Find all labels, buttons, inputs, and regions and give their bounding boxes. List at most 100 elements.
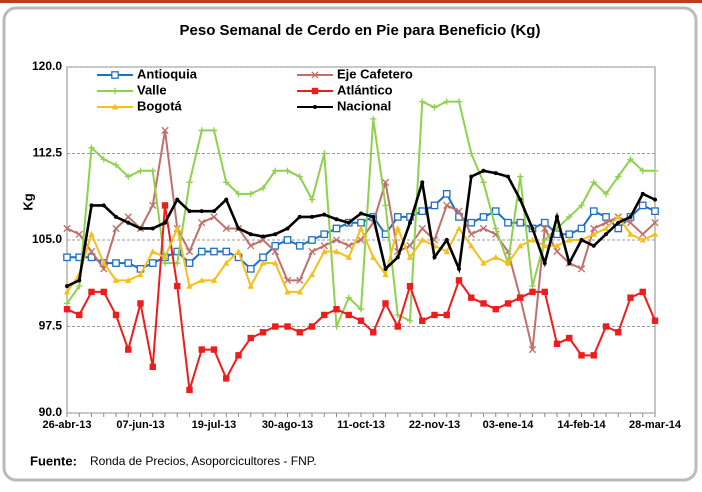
marker: [468, 150, 475, 157]
marker: [185, 247, 194, 256]
marker: [529, 236, 536, 243]
marker: [357, 306, 365, 313]
marker: [566, 213, 573, 221]
marker: [443, 248, 450, 255]
marker: [553, 242, 561, 249]
marker: [308, 247, 316, 256]
marker: [247, 282, 254, 289]
marker: [272, 167, 279, 174]
legend-label: Atlántico: [337, 82, 393, 97]
marker: [137, 271, 144, 278]
marker: [626, 219, 635, 227]
marker: [198, 219, 206, 227]
x-tick-label: 07-jun-13: [116, 419, 164, 431]
x-tick-label: 28-mar-14: [629, 419, 682, 431]
marker: [371, 214, 376, 219]
marker: [442, 190, 451, 198]
y-tick-label: 90.0: [39, 405, 63, 419]
marker: [602, 213, 610, 221]
marker: [111, 87, 119, 95]
marker: [579, 238, 584, 242]
marker: [492, 306, 499, 313]
marker: [63, 224, 71, 233]
marker: [565, 230, 574, 239]
marker: [529, 288, 536, 296]
marker: [444, 238, 449, 242]
marker: [111, 71, 119, 79]
series: [63, 213, 659, 295]
marker: [236, 226, 241, 231]
marker: [284, 323, 291, 330]
marker: [615, 329, 622, 336]
marker: [383, 266, 388, 271]
marker: [296, 288, 303, 295]
marker: [480, 179, 487, 186]
marker: [357, 236, 365, 244]
marker: [357, 225, 365, 232]
marker: [88, 144, 95, 151]
marker: [408, 220, 412, 225]
marker: [210, 277, 218, 283]
marker: [529, 282, 536, 290]
marker: [530, 226, 535, 231]
marker: [406, 242, 414, 250]
marker: [394, 225, 401, 232]
marker: [149, 363, 156, 371]
marker: [187, 209, 192, 214]
marker: [161, 254, 169, 260]
marker: [651, 207, 659, 216]
marker: [419, 236, 426, 243]
marker: [271, 247, 279, 256]
marker: [480, 300, 487, 307]
marker: [616, 220, 621, 225]
marker: [333, 248, 340, 255]
y-tick-label: 112.5: [33, 146, 63, 160]
marker: [567, 261, 572, 266]
marker: [235, 190, 242, 198]
marker: [590, 352, 597, 359]
marker: [541, 242, 548, 249]
marker: [311, 87, 319, 95]
marker: [467, 230, 475, 238]
marker: [100, 259, 107, 266]
marker: [149, 248, 156, 255]
marker: [639, 230, 647, 238]
marker: [393, 213, 402, 221]
marker: [332, 236, 341, 244]
marker: [577, 224, 586, 233]
marker: [480, 259, 487, 266]
marker: [394, 311, 401, 319]
marker: [308, 236, 316, 244]
marker: [272, 259, 279, 266]
marker: [334, 217, 339, 222]
marker: [493, 171, 498, 176]
marker: [308, 323, 316, 330]
marker: [235, 352, 242, 359]
marker: [125, 346, 132, 353]
marker: [591, 243, 596, 248]
marker: [124, 213, 132, 221]
marker: [320, 230, 329, 239]
legend-label: Eje Cafetero: [337, 66, 413, 81]
marker: [370, 329, 377, 336]
marker: [481, 168, 486, 173]
marker: [186, 282, 193, 289]
y-tick-label: 97.5: [39, 319, 63, 333]
marker: [443, 201, 451, 210]
marker: [651, 167, 659, 174]
marker: [541, 236, 548, 244]
marker: [541, 288, 548, 296]
marker: [87, 247, 96, 256]
marker: [259, 184, 267, 192]
series: [63, 98, 659, 330]
marker: [479, 213, 488, 221]
marker: [210, 346, 218, 353]
marker: [627, 231, 634, 237]
x-tick-label: 14-feb-14: [557, 419, 606, 431]
marker: [223, 375, 230, 382]
marker: [63, 306, 71, 313]
marker: [345, 294, 352, 301]
marker: [210, 247, 218, 256]
marker: [504, 218, 512, 227]
marker: [467, 218, 476, 227]
